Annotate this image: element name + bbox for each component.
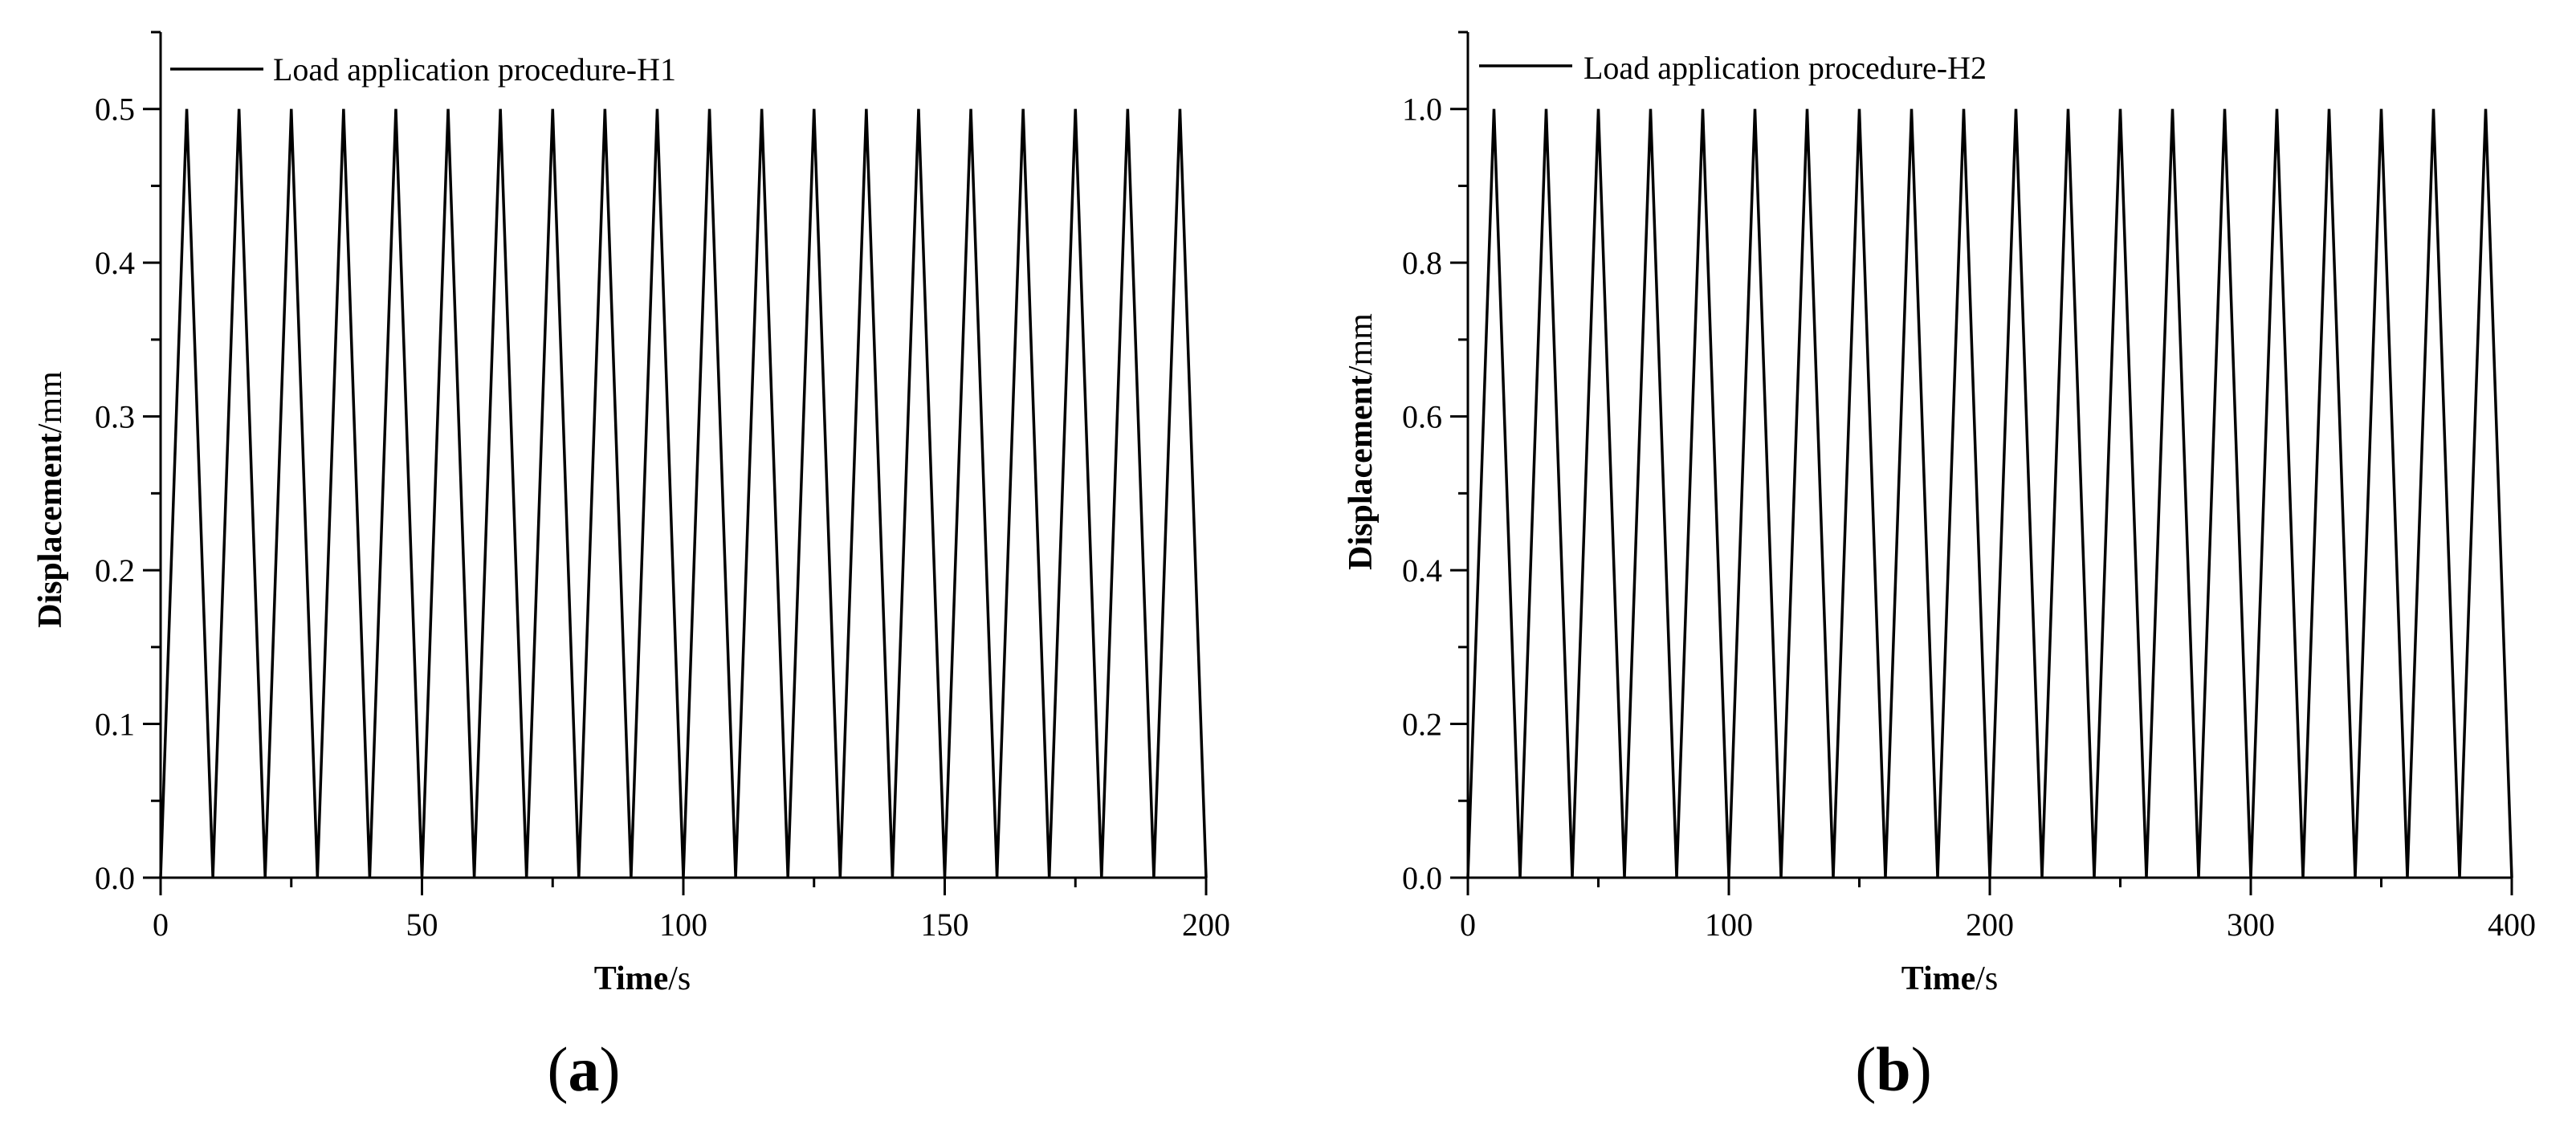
y-tick-label: 0.3 xyxy=(95,399,135,435)
y-axis-label: Displacement/mm xyxy=(32,371,69,628)
legend-label: Load application procedure-H1 xyxy=(273,51,676,88)
y-tick-label: 0.5 xyxy=(95,92,135,128)
x-tick-label: 0 xyxy=(153,907,169,943)
x-tick-label: 150 xyxy=(921,907,969,943)
y-axis-label: Displacement/mm xyxy=(1343,313,1380,570)
y-tick-label: 0.2 xyxy=(1402,707,1442,743)
y-tick-label: 0.0 xyxy=(95,860,135,896)
series-line xyxy=(159,108,1208,878)
x-tick-label: 200 xyxy=(1966,907,2014,943)
y-tick-label: 1.0 xyxy=(1402,92,1442,128)
x-tick-label: 100 xyxy=(659,907,707,943)
y-tick-label: 0.6 xyxy=(1402,399,1442,435)
panel-a: Load application procedure-H1 Time/s Dis… xyxy=(32,31,1230,1104)
x-tick-label: 100 xyxy=(1705,907,1753,943)
x-tick-label: 50 xyxy=(406,907,438,943)
y-tick-label: 0.4 xyxy=(1402,552,1442,589)
y-tick-label: 0.2 xyxy=(95,552,135,589)
y-tick-label: 0.1 xyxy=(95,707,135,743)
x-tick-label: 0 xyxy=(1460,907,1476,943)
x-axis-label: Time/s xyxy=(1901,960,1999,997)
panel-label: (a) xyxy=(548,1034,621,1104)
y-tick-label: 0.4 xyxy=(95,245,135,281)
x-axis-label: Time/s xyxy=(594,960,691,997)
legend-label: Load application procedure-H2 xyxy=(1584,50,1987,86)
x-tick-label: 400 xyxy=(2488,907,2536,943)
series-line xyxy=(1466,108,2513,878)
y-tick-label: 0.0 xyxy=(1402,860,1442,896)
x-tick-label: 200 xyxy=(1182,907,1230,943)
panel-b: Load application procedure-H2 Time/s Dis… xyxy=(1343,31,2536,1104)
x-tick-label: 300 xyxy=(2227,907,2275,943)
y-tick-label: 0.8 xyxy=(1402,245,1442,281)
panel-label: (b) xyxy=(1855,1034,1931,1104)
